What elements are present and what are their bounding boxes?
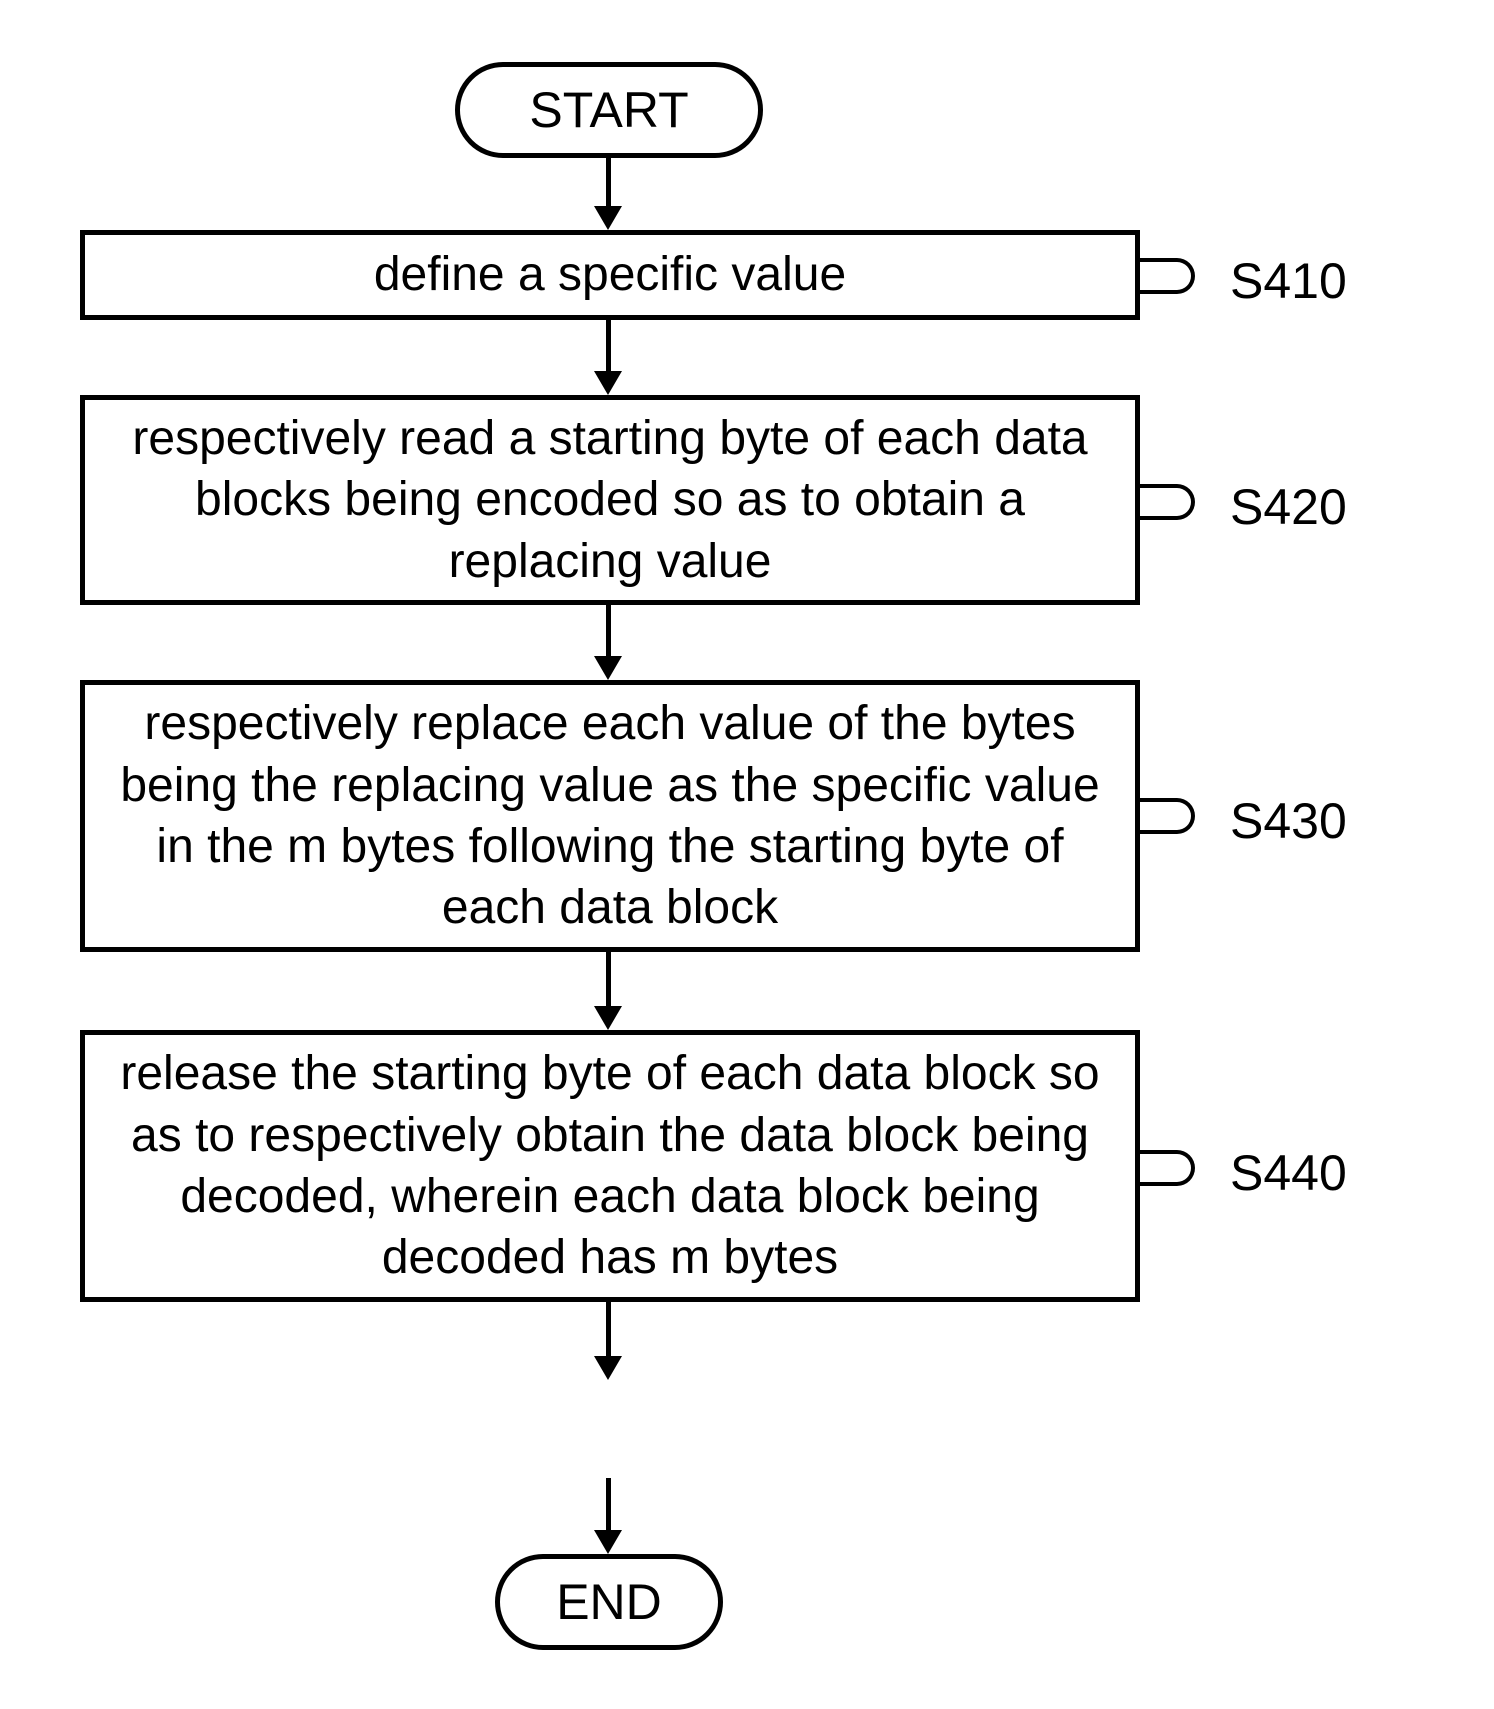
process-label-1: S410 bbox=[1230, 252, 1347, 310]
process-label-4: S440 bbox=[1230, 1144, 1347, 1202]
process-text-1: define a specific value bbox=[374, 245, 846, 305]
flowchart-start-terminal: START bbox=[455, 62, 763, 158]
arrow-p2-to-p3 bbox=[606, 605, 611, 658]
arrowhead-start-to-p1 bbox=[594, 206, 622, 230]
process-box-1: define a specific value bbox=[80, 230, 1140, 320]
process-text-4: release the starting byte of each data b… bbox=[105, 1043, 1115, 1289]
arrow-to-end bbox=[606, 1478, 611, 1532]
arrow-p4-down-a bbox=[606, 1302, 611, 1358]
arrowhead-p3-to-p4 bbox=[594, 1006, 622, 1030]
arrowhead-p4-down-a bbox=[594, 1356, 622, 1380]
process-box-2: respectively read a starting byte of eac… bbox=[80, 395, 1140, 605]
arrowhead-p2-to-p3 bbox=[594, 656, 622, 680]
arrow-p1-to-p2 bbox=[606, 320, 611, 373]
connector-arc-3 bbox=[1140, 798, 1195, 834]
arrowhead-p1-to-p2 bbox=[594, 371, 622, 395]
process-text-2: respectively read a starting byte of eac… bbox=[105, 408, 1115, 592]
process-box-3: respectively replace each value of the b… bbox=[80, 680, 1140, 952]
arrowhead-to-end bbox=[594, 1530, 622, 1554]
process-label-2: S420 bbox=[1230, 478, 1347, 536]
arrow-start-to-p1 bbox=[606, 158, 611, 208]
process-text-3: respectively replace each value of the b… bbox=[105, 693, 1115, 939]
process-box-4: release the starting byte of each data b… bbox=[80, 1030, 1140, 1302]
connector-arc-2 bbox=[1140, 484, 1195, 520]
flowchart-end-terminal: END bbox=[495, 1554, 723, 1650]
start-label: START bbox=[529, 81, 688, 139]
process-label-3: S430 bbox=[1230, 792, 1347, 850]
end-label: END bbox=[556, 1573, 662, 1631]
connector-arc-1 bbox=[1140, 258, 1195, 294]
connector-arc-4 bbox=[1140, 1150, 1195, 1186]
arrow-p3-to-p4 bbox=[606, 952, 611, 1008]
